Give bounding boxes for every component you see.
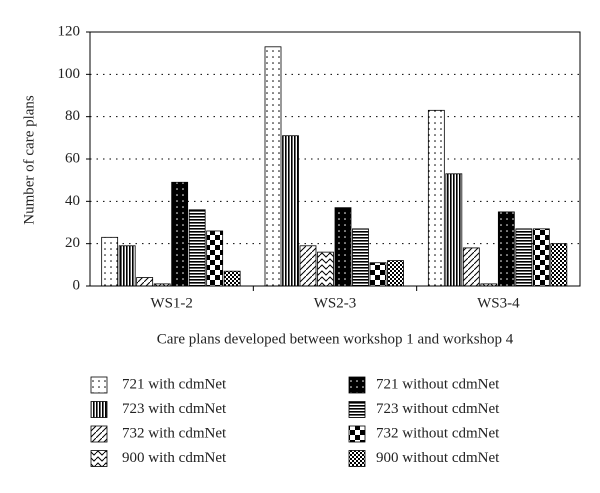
legend-label: 900 with cdmNet bbox=[122, 450, 227, 466]
y-axis-title: Number of care plans bbox=[21, 95, 37, 225]
bar bbox=[171, 181, 189, 287]
bar bbox=[118, 245, 136, 287]
legend-label: 721 with cdmNet bbox=[122, 376, 227, 392]
y-tick-label: 40 bbox=[65, 193, 80, 209]
x-tick-label: WS3-4 bbox=[477, 295, 520, 311]
y-tick-label: 20 bbox=[65, 235, 80, 251]
y-tick-label: 80 bbox=[65, 108, 80, 124]
legend-swatch bbox=[348, 450, 366, 467]
bar bbox=[352, 228, 369, 287]
bar bbox=[282, 135, 299, 287]
legend-label: 723 with cdmNet bbox=[122, 401, 227, 417]
legend-label: 721 without cdmNet bbox=[376, 376, 500, 392]
bar bbox=[550, 243, 568, 287]
bar bbox=[136, 277, 154, 287]
legend-label: 900 without cdmNet bbox=[376, 450, 500, 466]
x-tick-label: WS2-3 bbox=[314, 295, 357, 311]
legend-swatch bbox=[90, 450, 108, 467]
bar bbox=[317, 251, 334, 287]
legend-swatch bbox=[348, 425, 366, 443]
bar bbox=[188, 209, 206, 287]
y-tick-label: 100 bbox=[58, 66, 81, 82]
legend-swatch bbox=[90, 425, 108, 443]
legend-swatch bbox=[90, 401, 108, 418]
bar bbox=[515, 228, 533, 287]
bar bbox=[427, 109, 445, 287]
plot-frame bbox=[89, 31, 581, 287]
bar bbox=[462, 247, 480, 287]
legend-swatch bbox=[90, 376, 108, 394]
y-tick-label: 60 bbox=[65, 150, 80, 166]
legend-label: 723 without cdmNet bbox=[376, 401, 500, 417]
bar bbox=[369, 262, 387, 287]
legend-label: 732 without cdmNet bbox=[376, 425, 500, 441]
bar bbox=[299, 245, 317, 287]
legend-swatch bbox=[348, 376, 366, 394]
bar bbox=[445, 173, 463, 287]
bar bbox=[334, 207, 352, 287]
y-tick-label: 120 bbox=[58, 23, 81, 39]
legend-label: 732 with cdmNet bbox=[122, 425, 227, 441]
x-tick-label: WS1-2 bbox=[150, 295, 193, 311]
bar bbox=[532, 228, 550, 287]
bar bbox=[101, 236, 119, 287]
bar bbox=[264, 46, 282, 287]
bar bbox=[387, 260, 404, 287]
x-axis-title: Care plans developed between workshop 1 … bbox=[157, 331, 514, 347]
bar bbox=[223, 270, 241, 287]
bar bbox=[206, 230, 224, 287]
legend-swatch bbox=[348, 401, 366, 418]
y-tick-label: 0 bbox=[73, 277, 81, 293]
bar bbox=[497, 211, 515, 287]
